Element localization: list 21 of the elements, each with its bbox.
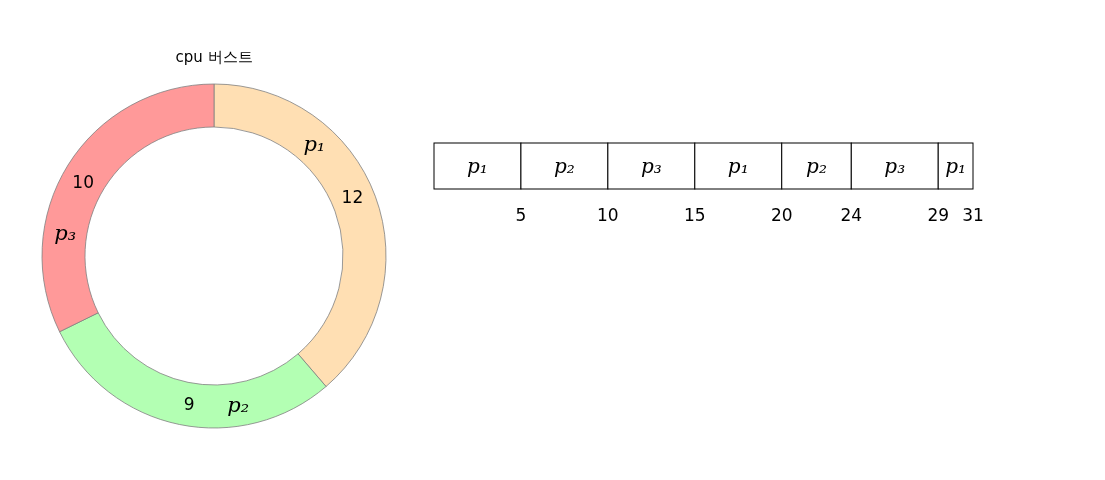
x-tick-label: 29 <box>927 205 950 225</box>
series-label: p₁ <box>945 154 967 178</box>
series-label: p₂ <box>806 154 827 178</box>
data-label: 10 <box>72 171 94 192</box>
series-label: p₃ <box>884 154 906 178</box>
data-label: 9 <box>183 394 195 415</box>
series-label: p₂ <box>553 154 575 178</box>
slice-label: p₁ <box>303 131 326 156</box>
chart-title: cpu 버스트 <box>175 48 253 66</box>
data-label: 12 <box>341 186 364 207</box>
slice-label: p₃ <box>54 221 77 246</box>
x-tick-label: 20 <box>770 205 793 225</box>
series-label: p₁ <box>727 154 749 178</box>
series-label: p₃ <box>640 154 662 178</box>
x-tick-label: 5 <box>515 205 527 225</box>
x-tick-label: 10 <box>597 205 619 225</box>
slice-label: p₂ <box>227 392 250 417</box>
x-tick-label: 31 <box>962 205 984 225</box>
x-tick-label: 15 <box>683 205 706 225</box>
series-label: p₁ <box>467 154 488 178</box>
x-tick-label: 24 <box>840 205 863 225</box>
